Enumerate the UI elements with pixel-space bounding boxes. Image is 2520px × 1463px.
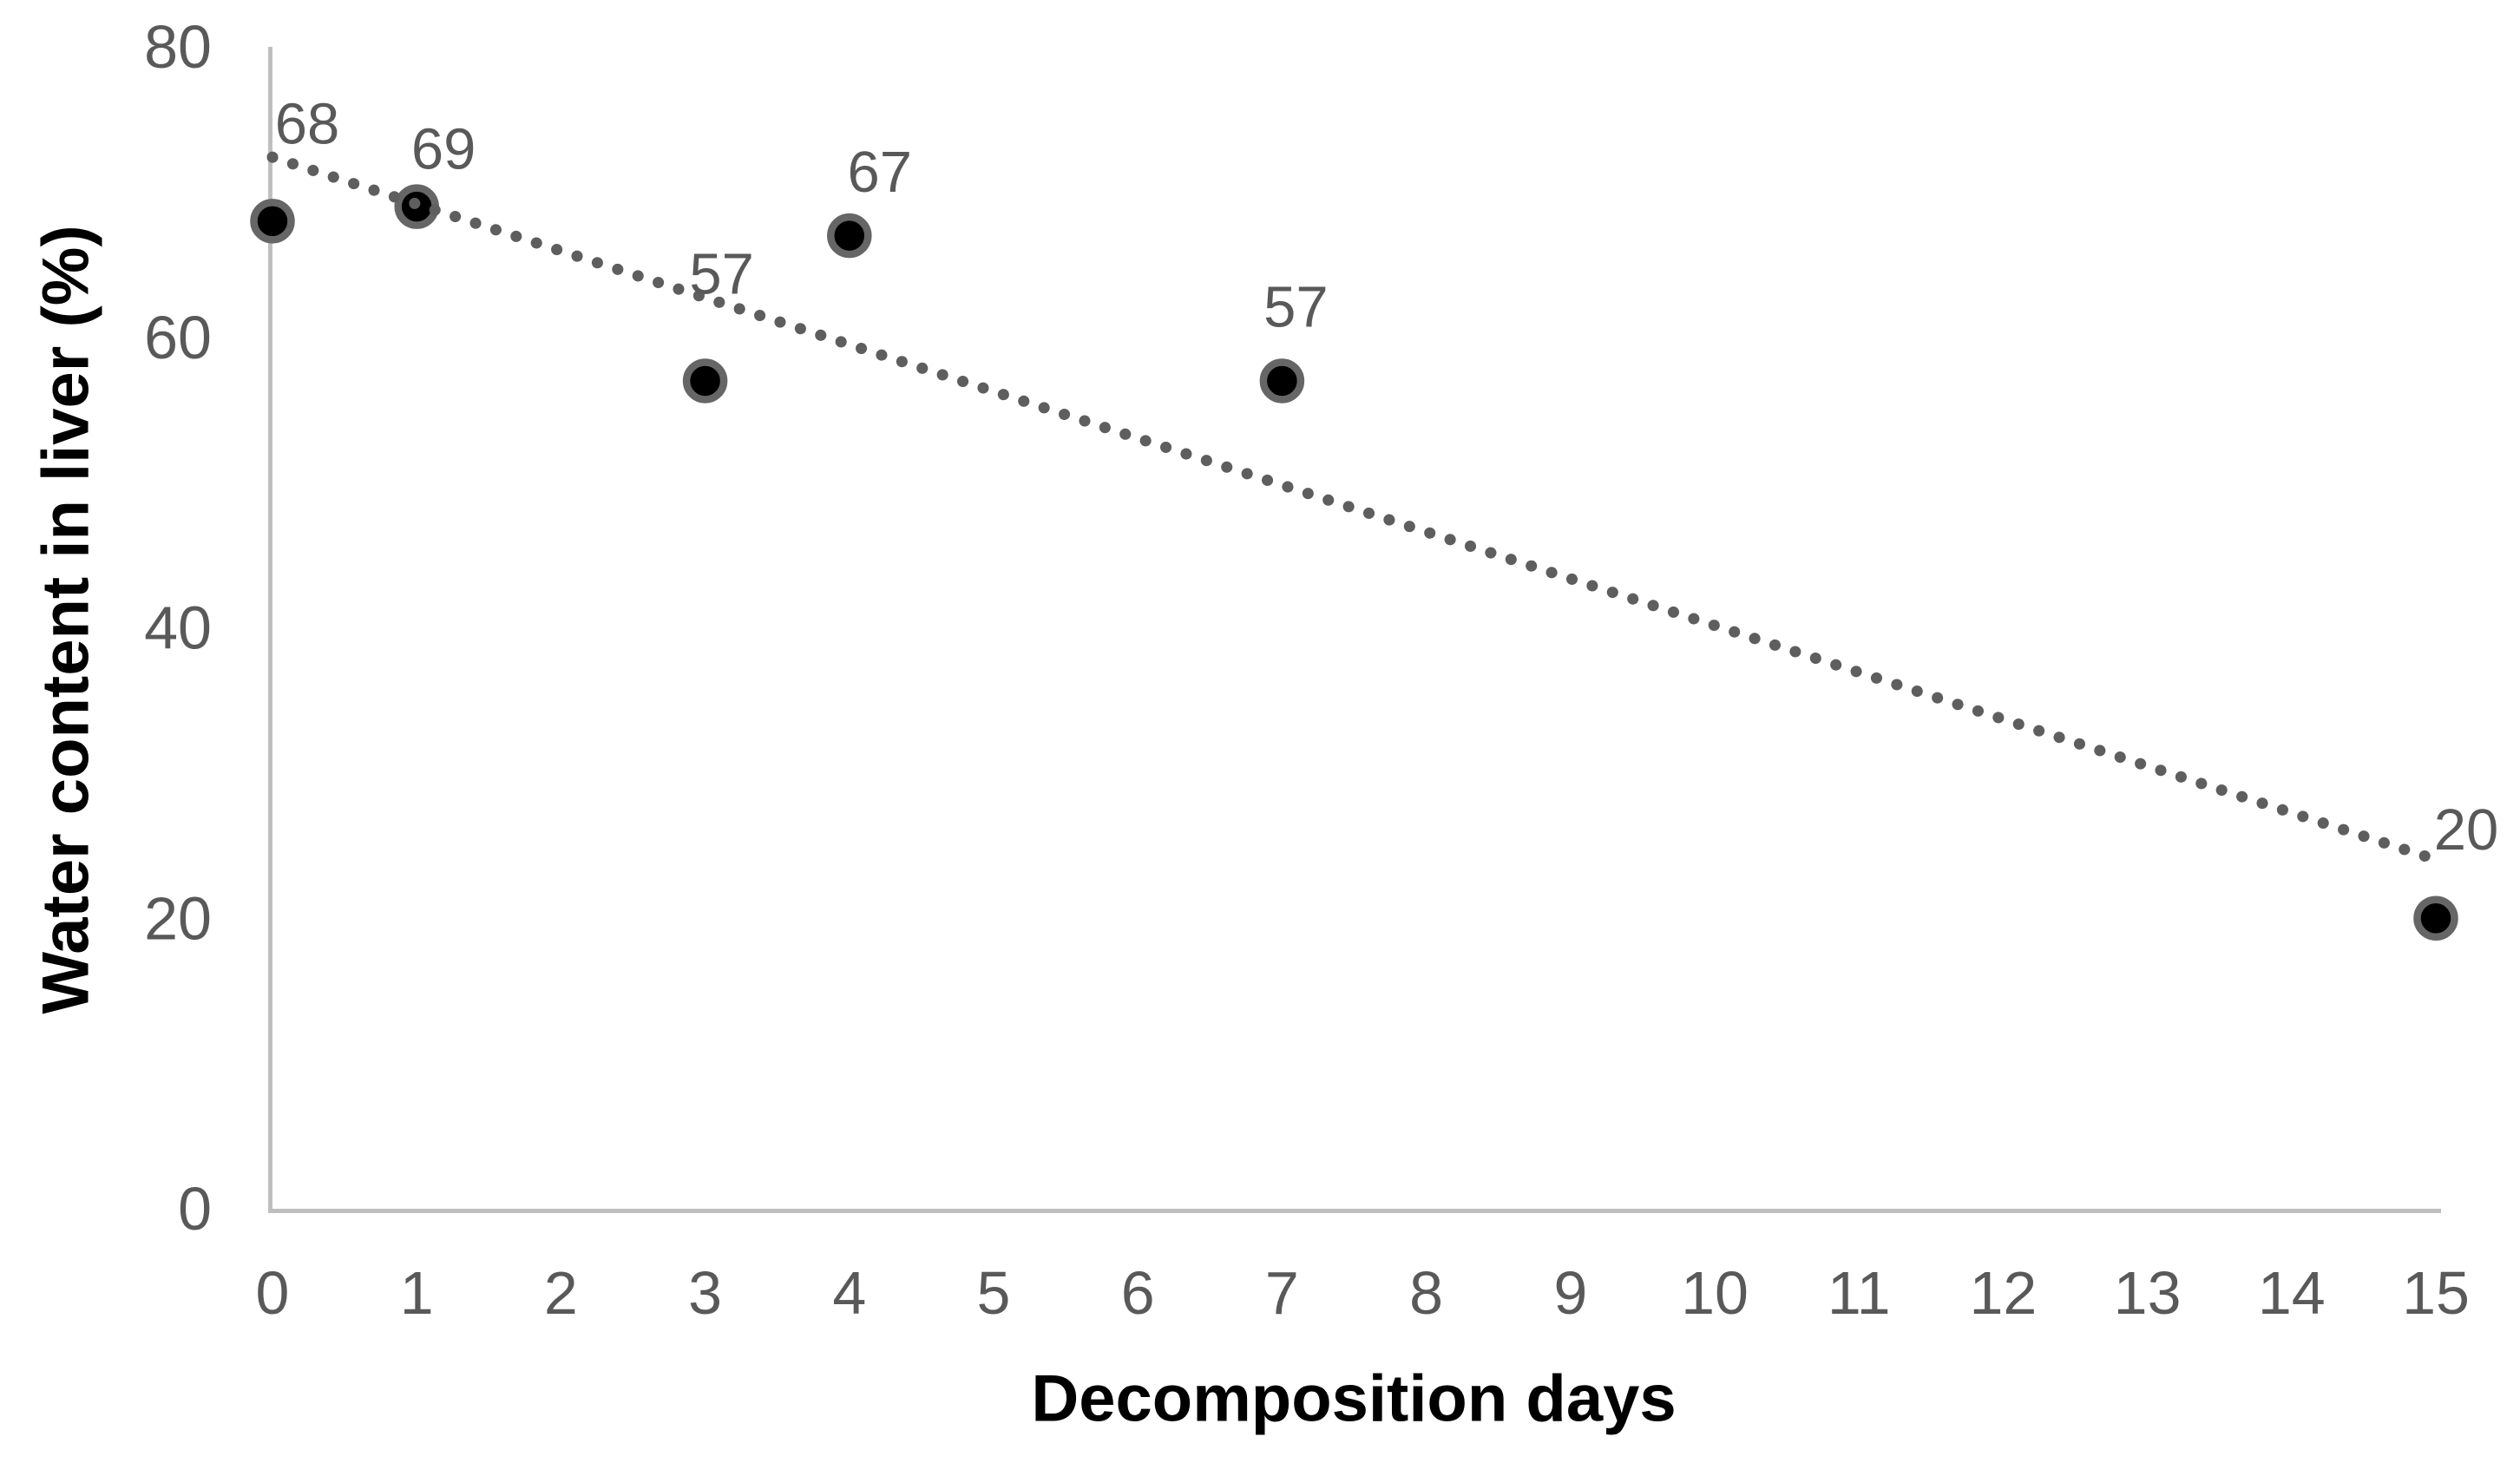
x-tick-label: 12 <box>1969 1259 2037 1327</box>
data-point-label: 20 <box>2434 797 2499 863</box>
x-tick-label: 13 <box>2114 1259 2182 1327</box>
x-tick-label: 7 <box>1265 1259 1299 1327</box>
x-tick-label: 11 <box>1828 1259 1891 1327</box>
data-point <box>682 358 728 403</box>
y-axis-title: Water content in liver (%) <box>30 225 103 1014</box>
x-tick-label: 2 <box>544 1259 578 1327</box>
y-tick-label: 80 <box>144 13 212 81</box>
x-tick-label: 0 <box>256 1259 290 1327</box>
data-point-label: 68 <box>275 91 340 156</box>
data-point <box>1259 358 1305 403</box>
x-tick-label: 4 <box>832 1259 866 1327</box>
y-tick-label: 40 <box>144 594 212 662</box>
x-tick-label: 15 <box>2402 1259 2470 1327</box>
x-tick-label: 14 <box>2258 1259 2326 1327</box>
data-point-label: 57 <box>689 241 754 306</box>
y-tick-label: 20 <box>144 884 212 952</box>
data-point <box>2413 896 2458 941</box>
x-tick-label: 1 <box>400 1259 434 1327</box>
y-tick-label: 60 <box>144 304 212 371</box>
data-point-label: 67 <box>848 140 913 205</box>
x-axis-title: Decomposition days <box>1031 1362 1676 1436</box>
y-tick-label: 0 <box>178 1175 212 1243</box>
x-tick-label: 8 <box>1409 1259 1443 1327</box>
data-point <box>250 199 295 244</box>
x-tick-label: 5 <box>977 1259 1011 1327</box>
x-tick-label: 9 <box>1553 1259 1587 1327</box>
x-tick-label: 10 <box>1681 1259 1749 1327</box>
data-point-label: 57 <box>1263 274 1329 339</box>
data-point <box>827 213 872 259</box>
x-tick-label: 3 <box>688 1259 722 1327</box>
x-tick-label: 6 <box>1121 1259 1155 1327</box>
data-point-label: 69 <box>411 117 476 182</box>
trendline <box>266 151 2435 863</box>
